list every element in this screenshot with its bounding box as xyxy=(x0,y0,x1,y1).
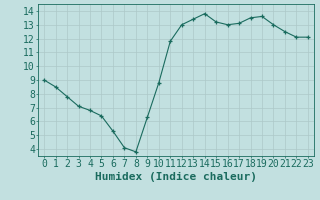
X-axis label: Humidex (Indice chaleur): Humidex (Indice chaleur) xyxy=(95,172,257,182)
